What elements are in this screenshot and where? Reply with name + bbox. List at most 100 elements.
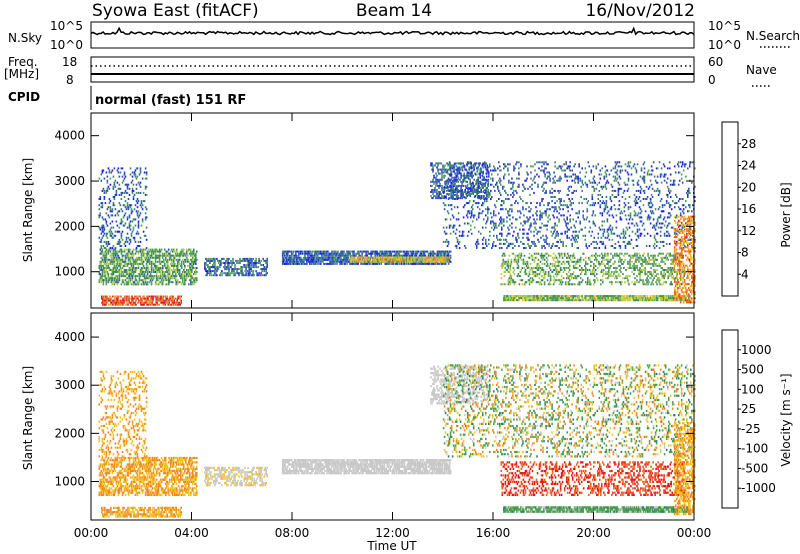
power-cell — [364, 260, 367, 263]
power-cell — [347, 252, 349, 255]
power-cell — [619, 218, 622, 221]
power-cell — [147, 267, 150, 269]
power-cell — [628, 165, 631, 168]
power-cell — [434, 256, 436, 259]
power-cell — [543, 224, 545, 227]
power-cell — [395, 254, 398, 257]
power-cell — [105, 264, 108, 267]
power-cell — [288, 262, 290, 265]
power-cell — [123, 214, 126, 217]
power-cell — [442, 256, 444, 259]
power-cell — [156, 297, 158, 300]
power-cell — [513, 189, 515, 192]
power-cell — [117, 264, 120, 267]
power-cell — [349, 252, 351, 255]
power-cell — [103, 177, 106, 180]
power-cell — [518, 245, 520, 247]
power-cell — [152, 267, 155, 269]
power-cell — [469, 182, 471, 185]
power-cell — [128, 258, 131, 261]
power-cell — [116, 279, 119, 282]
power-cell — [227, 262, 229, 264]
power-cell — [180, 250, 183, 253]
power-cell — [474, 173, 477, 176]
power-cell — [110, 299, 112, 302]
power-cell — [224, 268, 226, 271]
power-cell — [433, 252, 436, 255]
power-cell — [423, 262, 426, 265]
power-cell — [372, 262, 374, 265]
power-cell — [416, 258, 419, 261]
power-cell — [448, 161, 451, 164]
power-cell — [161, 271, 164, 273]
power-cell — [138, 183, 141, 186]
power-cell — [313, 262, 315, 265]
power-cell — [150, 281, 153, 284]
power-cell — [615, 196, 618, 198]
power-cell — [453, 176, 455, 179]
power-cell — [321, 254, 323, 257]
power-cell — [174, 273, 177, 276]
power-cell — [264, 274, 266, 277]
power-cell — [226, 257, 228, 260]
power-cell — [127, 248, 130, 251]
power-cell — [499, 177, 501, 180]
power-cell — [240, 266, 242, 269]
power-cell — [365, 254, 367, 257]
power-cell — [493, 222, 495, 225]
power-cell — [437, 164, 439, 167]
power-cell — [398, 250, 401, 253]
power-cell — [128, 275, 131, 278]
power-cell — [503, 218, 505, 221]
power-cell — [403, 260, 405, 263]
power-cell — [450, 174, 452, 177]
power-cell — [591, 204, 594, 207]
power-cell — [122, 301, 124, 304]
power-cell — [174, 281, 177, 284]
power-cell — [122, 297, 124, 300]
power-cell — [162, 299, 164, 302]
power-cell — [555, 234, 557, 237]
power-cell — [325, 252, 327, 255]
power-cell — [386, 262, 389, 265]
power-cell — [168, 301, 170, 304]
power-cell — [331, 260, 333, 263]
power-cell — [563, 169, 565, 172]
power-cell — [120, 236, 123, 239]
noise-panel-frame — [90, 21, 695, 49]
power-cell — [102, 187, 105, 190]
power-cell — [635, 200, 638, 203]
power-cell — [407, 252, 410, 255]
power-cell — [499, 232, 501, 235]
power-cell — [132, 258, 135, 261]
power-cell — [506, 216, 508, 219]
power-cell — [379, 254, 381, 257]
power-cell — [175, 258, 178, 261]
power-cell — [98, 204, 101, 207]
power-cell — [226, 262, 228, 264]
power-cell — [286, 260, 288, 263]
power-cell — [137, 210, 140, 213]
power-cell — [472, 169, 475, 172]
power-cell — [120, 191, 123, 194]
power-cell — [359, 250, 361, 253]
power-cell — [435, 184, 437, 187]
power-cell — [111, 236, 114, 239]
power-cell — [109, 228, 112, 231]
power-cell — [482, 189, 485, 192]
power-cell — [356, 262, 358, 265]
power-cell — [263, 274, 265, 277]
power-cell — [353, 250, 355, 253]
power-cell — [145, 264, 148, 267]
power-cell — [192, 256, 194, 259]
power-cell — [191, 264, 193, 267]
power-cell — [375, 262, 377, 265]
power-cell — [211, 274, 213, 277]
power-cell — [138, 214, 141, 217]
power-cell — [539, 204, 541, 207]
power-cell — [128, 297, 130, 300]
power-cell — [131, 175, 134, 178]
power-cell — [527, 232, 529, 235]
power-cell — [125, 299, 127, 302]
power-cell — [187, 254, 189, 257]
